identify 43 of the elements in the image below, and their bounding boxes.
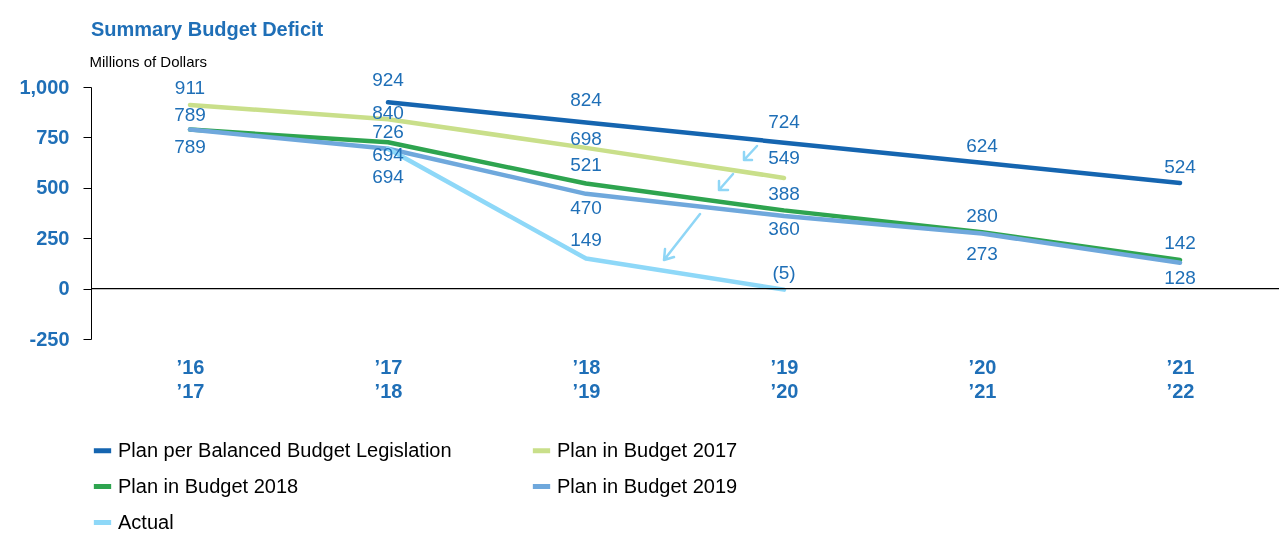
- data-label: 698: [570, 127, 602, 149]
- legend-label: Plan in Budget 2019: [557, 474, 738, 497]
- data-label: 128: [1164, 266, 1196, 288]
- legend-label: Plan in Budget 2017: [557, 438, 738, 461]
- y-tick-label: 0: [58, 277, 70, 300]
- data-label: 280: [966, 205, 998, 227]
- y-tick-label: 500: [36, 176, 70, 199]
- data-label: (5): [772, 261, 796, 283]
- chart-title: Summary Budget Deficit: [91, 18, 324, 40]
- x-tick-label: ’18 ’19: [572, 355, 601, 402]
- y-axis-title: Millions of Dollars: [89, 52, 208, 70]
- x-tick-label: ’16 ’17: [176, 355, 205, 402]
- legend-label: Plan in Budget 2018: [118, 474, 299, 497]
- y-tick-label: 750: [36, 125, 70, 148]
- y-tick-label: 250: [36, 226, 70, 249]
- data-label: 911: [174, 76, 206, 98]
- x-tick-label: ’21 ’22: [1166, 355, 1195, 402]
- data-label: 273: [966, 242, 998, 264]
- data-label: 470: [570, 196, 602, 218]
- y-tick-label: -250: [29, 327, 70, 350]
- data-label: 724: [768, 110, 801, 132]
- data-label: 388: [768, 183, 800, 205]
- data-label: 149: [570, 228, 602, 250]
- x-tick-label: ’17 ’18: [374, 355, 403, 402]
- data-label: 521: [570, 153, 602, 175]
- data-label: 789: [174, 135, 206, 157]
- data-label: 360: [768, 218, 800, 240]
- legend-label: Actual: [118, 510, 174, 533]
- data-label: 524: [1164, 155, 1197, 177]
- data-label: 142: [1164, 231, 1196, 253]
- legend-label: Plan per Balanced Budget Legislation: [118, 438, 452, 461]
- data-label: 789: [174, 103, 206, 125]
- data-label: 824: [570, 89, 603, 111]
- data-label: 840: [372, 102, 404, 124]
- data-label: 694: [372, 165, 405, 187]
- data-label: 694: [372, 143, 405, 165]
- x-tick-label: ’20 ’21: [968, 355, 997, 402]
- data-label: 924: [372, 69, 405, 91]
- data-label: 624: [966, 134, 999, 156]
- data-label: 549: [768, 146, 800, 168]
- y-tick-label: 1,000: [19, 75, 70, 98]
- x-tick-label: ’19 ’20: [770, 355, 799, 402]
- data-label: 726: [372, 121, 404, 143]
